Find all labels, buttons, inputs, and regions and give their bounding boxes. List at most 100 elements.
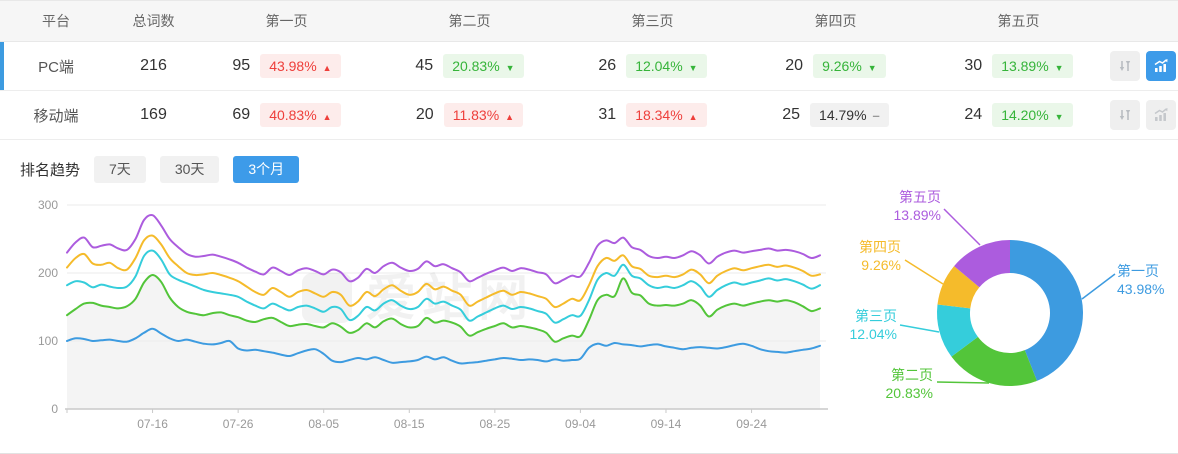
pie-slice-1[interactable] — [951, 336, 1037, 386]
page3-count: 26 — [598, 57, 617, 74]
pie-slice-0[interactable] — [1010, 240, 1083, 381]
pie-label-0: 第一页 43.98% — [1117, 263, 1165, 298]
page1-cell: 95 43.98% — [195, 54, 378, 78]
trend-up-icon — [689, 108, 698, 122]
page1-pct-badge: 43.98% — [260, 54, 341, 78]
page4-pct-badge: 9.26% — [813, 54, 886, 78]
svg-text:0: 0 — [51, 402, 58, 416]
svg-text:200: 200 — [38, 266, 58, 280]
col-header-page1: 第一页 — [265, 13, 308, 29]
page4-pct-badge: 14.79% — [810, 103, 889, 127]
col-header-total: 总词数 — [132, 13, 175, 29]
svg-text:09-24: 09-24 — [736, 417, 767, 431]
page5-count: 30 — [964, 57, 983, 74]
tab-3months[interactable]: 3个月 — [233, 155, 300, 183]
row-actions — [1110, 51, 1178, 81]
series-line-第五页 — [66, 213, 821, 285]
page2-count: 20 — [415, 106, 434, 123]
trend-chart-icon — [1154, 108, 1168, 121]
trend-down-icon — [689, 59, 698, 73]
pie-label-1: 第二页 20.83% — [885, 367, 933, 402]
sort-arrows-icon — [1119, 110, 1131, 120]
page4-cell: 20 9.26% — [744, 54, 927, 78]
svg-text:08-15: 08-15 — [394, 417, 425, 431]
trend-down-icon — [868, 59, 877, 73]
page2-cell: 20 11.83% — [378, 103, 561, 127]
page1-cell: 69 40.83% — [195, 103, 378, 127]
trend-up-icon — [323, 108, 332, 122]
total-words-value: 169 — [140, 106, 167, 123]
col-header-platform: 平台 — [42, 13, 70, 29]
table-row-mobile[interactable]: 移动端 169 69 40.83% 20 11.83% 31 18.34% 25… — [0, 91, 1178, 140]
page5-cell: 24 14.20% — [927, 103, 1110, 127]
page-distribution-pie-chart: 第一页 43.98% 第二页 20.83% 第三页 12.04% 第四页 9.26% 第五页 13… — [845, 176, 1178, 453]
watermark: 爱站网 — [366, 270, 534, 326]
pie-slice-4[interactable] — [954, 240, 1010, 288]
sort-button[interactable] — [1110, 100, 1140, 130]
platform-label: PC端 — [38, 58, 74, 76]
page5-cell: 30 13.89% — [927, 54, 1110, 78]
trend-section-title: 排名趋势 — [20, 161, 81, 179]
series-line-第三页 — [66, 249, 821, 324]
series-line-第四页 — [66, 234, 821, 309]
page2-pct-badge: 11.83% — [443, 103, 524, 127]
page5-pct-badge: 14.20% — [992, 103, 1073, 127]
total-words-value: 216 — [140, 57, 167, 74]
series-line-第二页 — [66, 274, 821, 343]
col-header-page3: 第三页 — [631, 13, 674, 29]
svg-text:09-14: 09-14 — [651, 417, 682, 431]
page2-pct-badge: 20.83% — [443, 54, 524, 78]
svg-text:07-16: 07-16 — [137, 417, 168, 431]
trend-down-icon — [1055, 108, 1064, 122]
page2-count: 45 — [415, 57, 434, 74]
page3-pct-badge: 18.34% — [626, 103, 707, 127]
pie-slice-2[interactable] — [937, 304, 978, 357]
trend-chart-button[interactable] — [1146, 51, 1176, 81]
pie-label-2: 第三页 12.04% — [849, 308, 897, 343]
line-chart-canvas: 爱站网 07-16 07-26 08-05 08-15 08-25 09-04 09-14 09… — [38, 198, 828, 431]
page2-cell: 45 20.83% — [378, 54, 561, 78]
page3-count: 31 — [598, 106, 617, 123]
table-header: 平台 总词数 第一页 第二页 第三页 第四页 第五页 — [0, 1, 1178, 42]
page5-pct-badge: 13.89% — [992, 54, 1073, 78]
tab-30days[interactable]: 30天 — [159, 155, 220, 183]
series-line-第一页 — [66, 327, 821, 365]
pie-chart-canvas — [899, 208, 1116, 386]
col-header-page2: 第二页 — [448, 13, 491, 29]
svg-text:08-05: 08-05 — [308, 417, 339, 431]
row-actions — [1110, 100, 1178, 130]
svg-text:07-26: 07-26 — [223, 417, 254, 431]
svg-text:100: 100 — [38, 334, 58, 348]
page3-cell: 31 18.34% — [561, 103, 744, 127]
page1-pct-badge: 40.83% — [260, 103, 341, 127]
trend-down-icon — [506, 59, 515, 73]
pie-label-3: 第四页 9.26% — [859, 239, 901, 274]
trend-up-icon — [505, 108, 514, 122]
table-row-pc[interactable]: PC端 216 95 43.98% 45 20.83% 26 12.04% 20… — [0, 42, 1178, 91]
page3-cell: 26 12.04% — [561, 54, 744, 78]
svg-text:08-25: 08-25 — [479, 417, 510, 431]
svg-text:09-04: 09-04 — [565, 417, 596, 431]
page4-count: 25 — [782, 106, 801, 123]
trend-flat-icon — [873, 108, 880, 122]
page4-count: 20 — [785, 57, 804, 74]
svg-text:300: 300 — [38, 198, 58, 212]
pie-label-4: 第五页 13.89% — [893, 189, 941, 224]
tab-7days[interactable]: 7天 — [94, 155, 146, 183]
page4-cell: 25 14.79% — [744, 103, 927, 127]
col-header-page4: 第四页 — [814, 13, 857, 29]
trend-down-icon — [1055, 59, 1064, 73]
page1-count: 69 — [232, 106, 251, 123]
platform-label: 移动端 — [33, 107, 79, 125]
pie-slice-3[interactable] — [937, 266, 980, 309]
page3-pct-badge: 12.04% — [626, 54, 707, 78]
trend-chart-button[interactable] — [1146, 100, 1176, 130]
rank-table: 平台 总词数 第一页 第二页 第三页 第四页 第五页 PC端 216 95 43… — [0, 1, 1178, 140]
trend-up-icon — [323, 59, 332, 73]
col-header-page5: 第五页 — [997, 13, 1040, 29]
trend-section-bar: 排名趋势 7天 30天 3个月 — [0, 154, 1178, 184]
rank-trend-line-chart: 爱站网 07-16 07-26 08-05 08-15 08-25 09-04 09-14 09… — [20, 189, 835, 451]
sort-arrows-icon — [1119, 61, 1131, 71]
sort-button[interactable] — [1110, 51, 1140, 81]
